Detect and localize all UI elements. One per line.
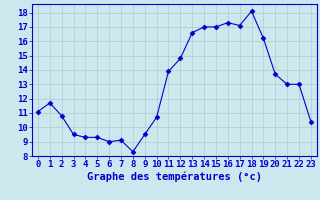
X-axis label: Graphe des températures (°c): Graphe des températures (°c) bbox=[87, 172, 262, 182]
